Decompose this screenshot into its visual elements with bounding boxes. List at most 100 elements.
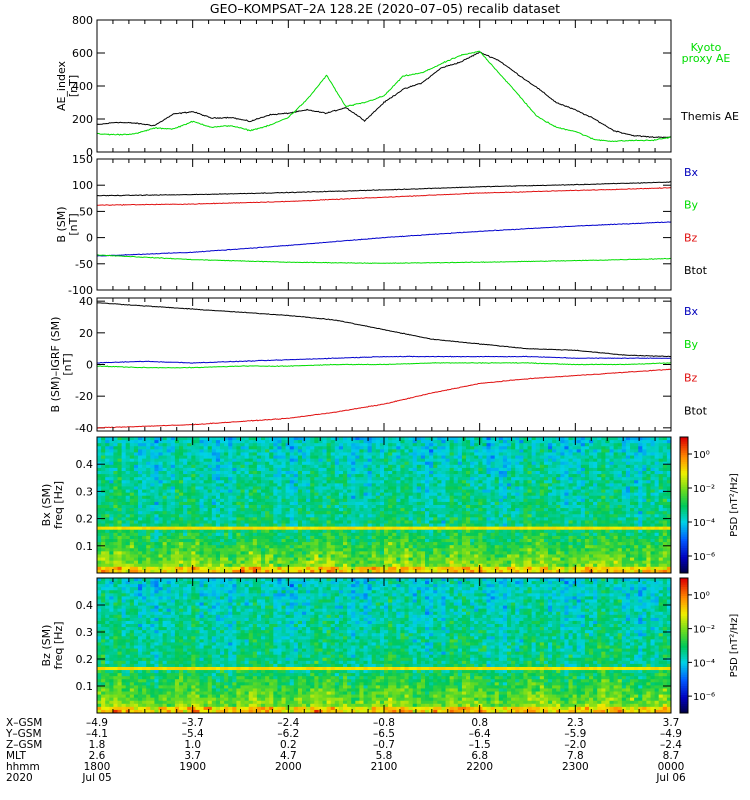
bx_spec-colorbar-tick-label: 10⁻²	[693, 484, 715, 495]
bgsm-legend-btot: Btot	[684, 264, 708, 277]
bz_spec-ytick-label: 0.1	[76, 680, 94, 693]
bresid-series-btot	[97, 302, 671, 358]
ephemeris-value: Jul 06	[655, 772, 686, 784]
bresid-ytick-label: -20	[75, 390, 93, 403]
ephemeris-value: 2000	[275, 761, 302, 773]
ae-legend-label: Themis AE	[680, 110, 739, 123]
ephemeris-value: 8.7	[663, 750, 680, 762]
ephemeris-value: –5.9	[564, 728, 586, 740]
panel-bz_spec: 0.10.20.30.4Bz (SM) freq [Hz]10⁰10⁻²10⁻⁴1…	[40, 577, 740, 714]
panel-bx_spec: 0.10.20.30.4Bx (SM) freq [Hz]10⁰10⁻²10⁻⁴1…	[40, 436, 740, 574]
ephemeris-row-label: 2020	[6, 772, 33, 784]
bx_spec-spectrogram-cells	[97, 437, 672, 574]
ephemeris-row-label: MLT	[6, 750, 26, 762]
ephemeris-value: 2.6	[89, 750, 106, 762]
bz_spec-colorbar-tick-label: 10⁻⁴	[693, 658, 715, 669]
bgsm-legend-bx: Bx	[684, 166, 699, 179]
ephemeris-value: 6.8	[471, 750, 488, 762]
bx_spec-colorbar: 10⁰ 10⁻² 10⁻⁴ 10⁻⁶ PSD [nT²/Hz]	[679, 436, 740, 574]
ephemeris-value: 2.3	[567, 717, 584, 729]
ephemeris-value: 1.0	[184, 739, 201, 751]
bx_spec-colorbar-label: PSD [nT²/Hz]	[729, 473, 740, 537]
ephemeris-value: 0.8	[471, 717, 488, 729]
bx_spec-ytick-label: 0.3	[76, 485, 94, 498]
ephemeris-value: –0.7	[373, 739, 395, 751]
ephemeris-value: 0.2	[280, 739, 297, 751]
bz_spec-colorbar-tick-label: 10⁻⁶	[693, 692, 715, 703]
bgsm-ylabel: B (SM)	[55, 206, 68, 242]
bgsm-ytick-label: 50	[79, 205, 93, 218]
ae-ytick-label: 600	[72, 47, 93, 60]
ephemeris-value: –4.9	[86, 717, 108, 729]
bgsm-legend-bz: Bz	[684, 231, 698, 244]
bgsm-ytick-label: -100	[68, 284, 93, 297]
ephemeris-table: X–GSMY–GSMZ–GSMMLThhmm2020–4.9–4.11.82.6…	[5, 717, 686, 784]
bgsm-ylabel: [nT]	[67, 213, 80, 235]
bgsm-series-bz	[97, 187, 671, 206]
ae-ylabel: AE_index	[55, 60, 68, 111]
bresid-ytick-label: 0	[86, 359, 93, 372]
bz_spec-ytick-label: 0.2	[76, 653, 94, 666]
bz_spec-colorbar-tick-label: 10⁰	[693, 591, 710, 602]
ephemeris-row-label: X–GSM	[6, 717, 42, 729]
bgsm-legend-by: By	[684, 199, 699, 212]
ae-frame	[96, 19, 672, 153]
ephemeris-value: –4.1	[86, 728, 108, 740]
bz_spec-ytick-label: 0.3	[76, 626, 94, 639]
ephemeris-value: –4.9	[660, 728, 682, 740]
ephemeris-value: –5.4	[182, 728, 204, 740]
ephemeris-value: –2.4	[660, 739, 682, 751]
ae-ytick-label: 0	[86, 146, 93, 159]
bresid-legend-bx: Bx	[684, 305, 699, 318]
ephemeris-value: 2300	[562, 761, 589, 773]
bgsm-series-bx	[97, 221, 671, 257]
bresid-ylabel: [nT]	[61, 353, 74, 375]
ae-legend-label: Kyoto	[691, 41, 722, 54]
ephemeris-value: 4.7	[280, 750, 297, 762]
bresid-ytick-label: 40	[79, 295, 93, 308]
ephemeris-value: Jul 05	[81, 772, 111, 784]
bgsm-ytick-label: -50	[75, 258, 93, 271]
bresid-legend-btot: Btot	[684, 405, 708, 418]
bx_spec-ytick-label: 0.4	[76, 458, 94, 471]
ephemeris-value: –1.5	[469, 739, 491, 751]
ae-ytick-label: 200	[72, 113, 93, 126]
bgsm-series-btot	[97, 181, 671, 197]
bgsm-ytick-label: 0	[86, 232, 93, 245]
panel-bgsm: -100 -50 0 50 100 150 B (SM) [nT] Bx By Bz Btot	[55, 153, 708, 297]
ephemeris-value: –2.4	[277, 717, 299, 729]
bresid-series-by	[97, 362, 671, 369]
ephemeris-value: 2100	[371, 761, 398, 773]
ephemeris-value: 5.8	[376, 750, 393, 762]
bresid-ylabel: B (SM)–IGRF (SM)	[49, 317, 62, 413]
ae-series-themis-ae	[97, 51, 671, 139]
ephemeris-value: 2200	[466, 761, 493, 773]
ephemeris-row-label: Z–GSM	[6, 739, 42, 751]
ephemeris-value: –2.0	[564, 739, 586, 751]
bz_spec-colorbar-label: PSD [nT²/Hz]	[729, 614, 740, 678]
ae-ytick-label: 800	[72, 14, 93, 27]
ephemeris-value: –6.2	[277, 728, 299, 740]
figure-title: GEO–KOMPSAT–2A 128.2E (2020–07–05) recal…	[210, 1, 560, 16]
ephemeris-row-label: Y–GSM	[5, 728, 42, 740]
ephemeris-value: –0.8	[373, 717, 395, 729]
ephemeris-value: –6.4	[469, 728, 491, 740]
bz_spec-spectrogram-cells	[97, 578, 672, 714]
bgsm-ytick-label: 100	[72, 179, 93, 192]
bx_spec-colorbar-tick-label: 10⁻⁶	[693, 552, 715, 563]
ephemeris-value: 3.7	[663, 717, 680, 729]
bz_spec-colorbar-tick-label: 10⁻²	[693, 625, 715, 636]
bx_spec-ytick-label: 0.1	[76, 540, 94, 553]
ae-series-kyoto-proxy-ae	[97, 50, 671, 143]
bresid-series-bz	[97, 368, 671, 429]
bz_spec-ylabel: Bz (SM)	[40, 625, 53, 667]
bx_spec-colorbar-tick-label: 10⁻⁴	[693, 518, 715, 529]
bx_spec-ylabel: Bx (SM)	[40, 484, 53, 527]
bgsm-series-by	[97, 254, 671, 265]
bz_spec-colorbar: 10⁰ 10⁻² 10⁻⁴ 10⁻⁶ PSD [nT²/Hz]	[679, 577, 740, 714]
bx_spec-colorbar-tick-label: 10⁰	[693, 450, 710, 461]
ae-ylabel: [nT]	[67, 75, 80, 97]
ephemeris-value: 1800	[84, 761, 111, 773]
